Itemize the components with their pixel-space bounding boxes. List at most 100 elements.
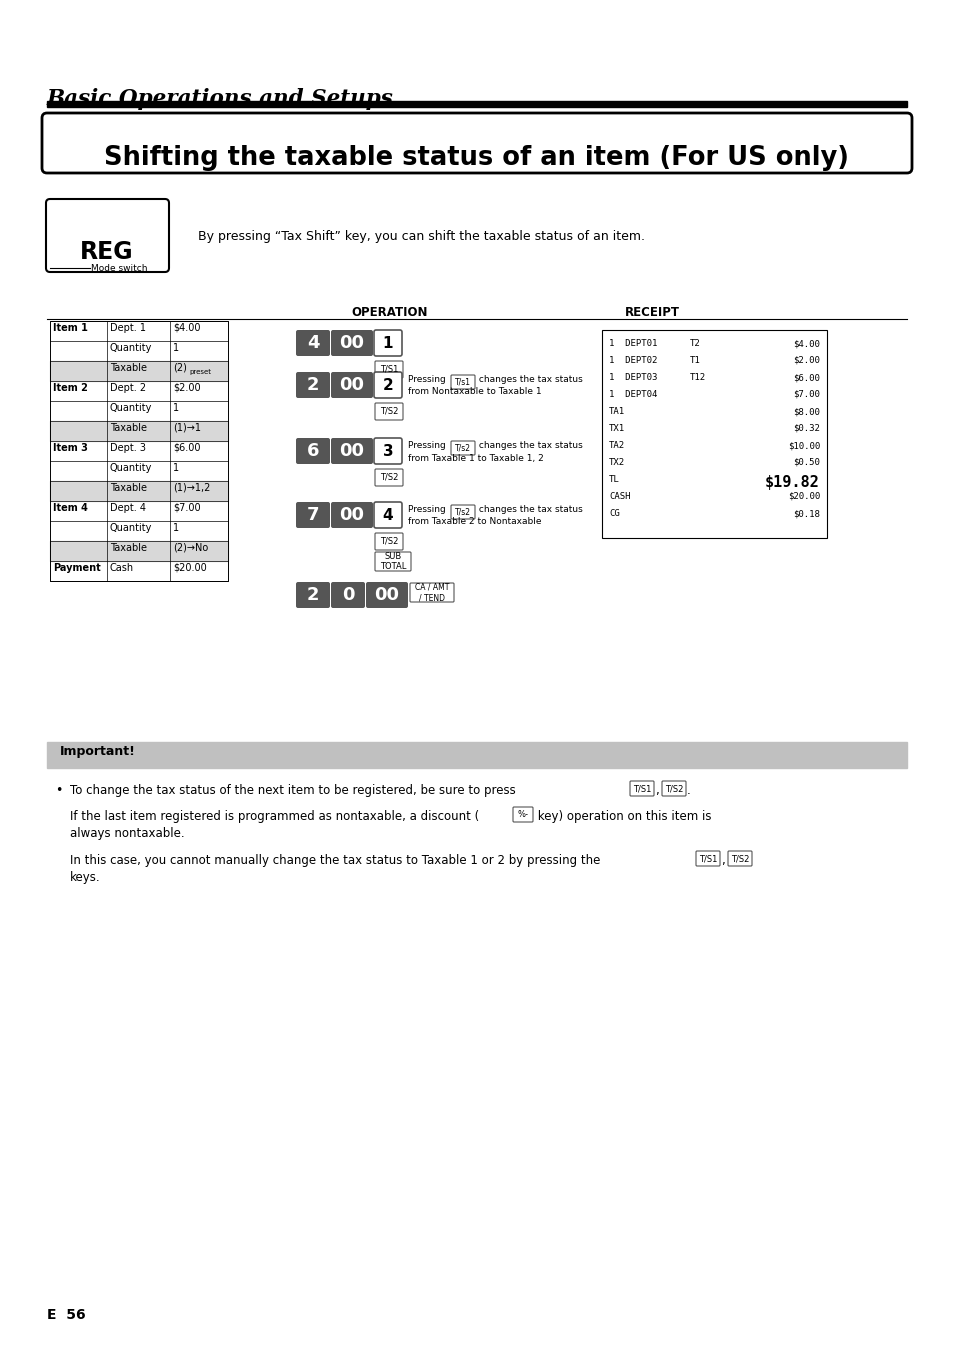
Text: T/S2: T/S2 — [379, 406, 397, 416]
Text: T/S2: T/S2 — [664, 784, 682, 792]
Text: 4: 4 — [307, 333, 319, 352]
Bar — [50, 360, 228, 381]
Text: Dept. 2: Dept. 2 — [110, 383, 146, 393]
Text: T/s2: T/s2 — [455, 444, 471, 452]
Text: changes the tax status: changes the tax status — [476, 375, 582, 385]
Text: 00: 00 — [375, 586, 399, 603]
Text: T/S1: T/S1 — [699, 855, 717, 863]
Text: T/s1: T/s1 — [455, 378, 471, 386]
Text: T/S2: T/S2 — [379, 537, 397, 545]
FancyBboxPatch shape — [331, 373, 373, 398]
Text: T/S2: T/S2 — [379, 472, 397, 482]
Text: T1: T1 — [689, 356, 700, 365]
Text: Item 3: Item 3 — [53, 443, 88, 454]
Text: preset: preset — [189, 369, 211, 375]
Text: Basic Operations and Setups: Basic Operations and Setups — [47, 88, 394, 109]
Text: $7.00: $7.00 — [792, 390, 820, 400]
Text: Pressing: Pressing — [408, 375, 448, 385]
Text: Taxable: Taxable — [110, 423, 147, 433]
Text: 00: 00 — [339, 441, 364, 460]
Text: CG: CG — [608, 509, 619, 518]
FancyBboxPatch shape — [295, 582, 330, 608]
Text: SUB
TOTAL: SUB TOTAL — [379, 552, 406, 571]
Text: 00: 00 — [339, 506, 364, 524]
Text: TX1: TX1 — [608, 424, 624, 433]
Text: Dept. 1: Dept. 1 — [110, 323, 146, 333]
FancyBboxPatch shape — [629, 782, 654, 796]
FancyBboxPatch shape — [451, 441, 475, 455]
Text: 1  DEPT01: 1 DEPT01 — [608, 339, 657, 348]
FancyBboxPatch shape — [375, 468, 402, 486]
Text: $0.18: $0.18 — [792, 509, 820, 518]
Text: .: . — [686, 784, 690, 796]
Text: 1  DEPT03: 1 DEPT03 — [608, 373, 657, 382]
FancyBboxPatch shape — [331, 437, 373, 464]
Text: T/S2: T/S2 — [730, 855, 748, 863]
FancyBboxPatch shape — [513, 807, 533, 822]
Text: RECEIPT: RECEIPT — [624, 306, 679, 319]
Text: $0.32: $0.32 — [792, 424, 820, 433]
Bar — [50, 321, 228, 580]
Text: $6.00: $6.00 — [792, 373, 820, 382]
FancyBboxPatch shape — [42, 113, 911, 173]
FancyBboxPatch shape — [451, 375, 475, 389]
Text: 2: 2 — [382, 378, 393, 393]
Text: E  56: E 56 — [47, 1308, 86, 1322]
FancyBboxPatch shape — [696, 850, 720, 865]
Text: $2.00: $2.00 — [792, 356, 820, 365]
Text: 1  DEPT04: 1 DEPT04 — [608, 390, 657, 400]
Text: CASH: CASH — [608, 491, 630, 501]
FancyBboxPatch shape — [375, 360, 402, 378]
Text: from Taxable 2 to Nontaxable: from Taxable 2 to Nontaxable — [408, 517, 541, 526]
Bar — [50, 481, 228, 501]
Text: always nontaxable.: always nontaxable. — [70, 828, 185, 840]
Text: Item 1: Item 1 — [53, 323, 88, 333]
Text: 7: 7 — [307, 506, 319, 524]
Bar — [50, 541, 228, 562]
Text: Quantity: Quantity — [110, 404, 152, 413]
FancyBboxPatch shape — [661, 782, 685, 796]
Text: $19.82: $19.82 — [764, 475, 820, 490]
Text: Important!: Important! — [60, 745, 135, 757]
Text: (1)→1: (1)→1 — [172, 423, 201, 433]
Text: 00: 00 — [339, 377, 364, 394]
Text: (2): (2) — [172, 363, 187, 373]
Text: from Taxable 1 to Taxable 1, 2: from Taxable 1 to Taxable 1, 2 — [408, 454, 543, 463]
Bar — [601, 329, 826, 539]
Text: T/S1: T/S1 — [379, 364, 397, 374]
Text: from Nontaxable to Taxable 1: from Nontaxable to Taxable 1 — [408, 387, 541, 397]
Text: 1: 1 — [382, 336, 393, 351]
Text: In this case, you cannot manually change the tax status to Taxable 1 or 2 by pre: In this case, you cannot manually change… — [70, 855, 599, 867]
FancyBboxPatch shape — [331, 502, 373, 528]
FancyBboxPatch shape — [374, 437, 401, 464]
Text: 1: 1 — [172, 522, 179, 533]
Text: $4.00: $4.00 — [792, 339, 820, 348]
Text: Pressing: Pressing — [408, 505, 448, 514]
FancyBboxPatch shape — [410, 583, 454, 602]
FancyBboxPatch shape — [727, 850, 751, 865]
Bar — [47, 101, 906, 107]
Text: Pressing: Pressing — [408, 441, 448, 451]
Text: 2: 2 — [307, 586, 319, 603]
Text: 1: 1 — [172, 463, 179, 472]
Text: TL: TL — [608, 475, 619, 485]
Text: T/S1: T/S1 — [632, 784, 651, 792]
Text: 00: 00 — [339, 333, 364, 352]
Text: TA1: TA1 — [608, 406, 624, 416]
Text: changes the tax status: changes the tax status — [476, 441, 582, 451]
Bar — [50, 421, 228, 441]
Text: $8.00: $8.00 — [792, 406, 820, 416]
Text: Payment: Payment — [53, 563, 101, 572]
Text: 6: 6 — [307, 441, 319, 460]
Text: 4: 4 — [382, 508, 393, 522]
Text: TA2: TA2 — [608, 441, 624, 450]
Text: •: • — [55, 784, 62, 796]
Text: $10.00: $10.00 — [787, 441, 820, 450]
Text: Taxable: Taxable — [110, 363, 147, 373]
Text: $7.00: $7.00 — [172, 504, 200, 513]
Text: key) operation on this item is: key) operation on this item is — [534, 810, 711, 824]
FancyBboxPatch shape — [366, 582, 408, 608]
Text: Quantity: Quantity — [110, 343, 152, 352]
Text: $0.50: $0.50 — [792, 458, 820, 467]
Text: Taxable: Taxable — [110, 543, 147, 554]
